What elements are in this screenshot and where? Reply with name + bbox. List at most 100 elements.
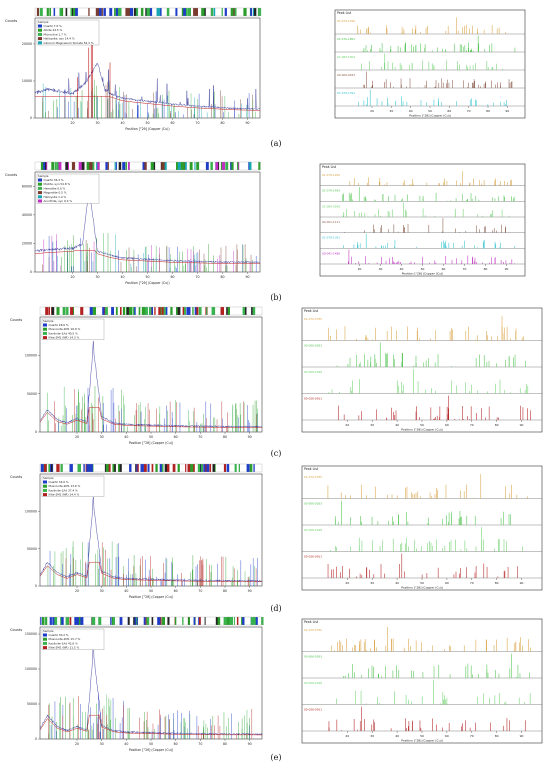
stripe-mark (98, 617, 102, 625)
legend-entry: Halloysite 1.4 % (44, 195, 67, 199)
main-chart: Counts 0 10000 20000 20 30 40 50 60 70 80 90 Positio… (5, 7, 262, 131)
background-fit (34, 250, 261, 264)
legend-entry: Quartz 7.0 % (44, 24, 63, 28)
stripe-mark (153, 162, 156, 170)
peak-x-tick-label: 80 (495, 423, 499, 427)
background-fit (39, 714, 263, 736)
stripe-mark (129, 464, 132, 472)
legend-box (41, 318, 105, 340)
stripe-mark (127, 617, 130, 625)
peak-x-tick-label: 40 (395, 581, 399, 585)
stripe-mark (167, 8, 169, 16)
stripe-mark (204, 617, 206, 625)
stripe-mark (194, 307, 197, 315)
stripe-mark (65, 162, 68, 170)
legend-title: Sample (43, 476, 54, 480)
stripe-mark (211, 8, 214, 16)
legend-swatch (38, 32, 42, 36)
stripe-mark (62, 307, 64, 315)
panel-2: Counts 0 20000 40000 60000 20 30 40 50 60 70 80 90 Po… (5, 161, 526, 302)
peak-list-title: Peak List (304, 309, 319, 313)
peak-row-code: 01-078-1391 (337, 91, 355, 95)
stripe-mark (140, 8, 144, 16)
main-chart: Counts 0 50000 100000 20 30 40 50 60 70 80 90 Positi… (10, 306, 263, 445)
stripe-mark (237, 162, 239, 170)
x-tick-label: 30 (95, 121, 99, 125)
stripe-mark (128, 307, 133, 315)
stripe-mark (249, 162, 252, 170)
stripe-mark (101, 8, 103, 16)
x-tick-label: 50 (149, 589, 153, 593)
main-chart: Counts 0 50000 100000 150000 20 30 40 50 60 70 80 90… (10, 616, 264, 752)
stripe-mark (182, 307, 184, 315)
stripe-mark (252, 617, 256, 625)
stripe-mark (225, 162, 229, 170)
peak-list-frame (334, 9, 526, 119)
stripe-mark (177, 307, 181, 315)
legend-title: Sample (43, 319, 54, 323)
stripe-mark (138, 307, 141, 315)
stripe-mark (77, 464, 81, 472)
stripe-mark (185, 162, 187, 170)
stripe-mark (112, 464, 116, 472)
stripe-mark (56, 464, 60, 472)
stripe-mark (92, 162, 95, 170)
stripe-mark (200, 307, 202, 315)
peak-x-axis-label: Position [°2θ] (Copper (Cu)) (401, 586, 443, 590)
peak-row-code: 00-006-0263 (304, 502, 322, 506)
stripe-mark (49, 8, 51, 16)
stripe-mark (40, 162, 44, 170)
x-tick-label: 20 (75, 589, 79, 593)
stripe-frame (39, 463, 263, 473)
stripe-mark (258, 162, 261, 170)
stripe-mark (163, 307, 166, 315)
stripe-mark (136, 464, 139, 472)
legend-box (36, 19, 100, 46)
stripe-mark (115, 307, 118, 315)
peak-x-tick-label: 40 (400, 267, 404, 271)
stripe-mark (134, 617, 137, 625)
legend-swatch (38, 24, 42, 28)
legend-box (41, 628, 105, 650)
stripe-mark (226, 617, 229, 625)
stripe-mark (70, 307, 74, 315)
stripe-mark (58, 162, 62, 170)
peak-x-tick-label: 20 (345, 734, 349, 738)
peak-x-axis-label: Position [°2θ] (Copper (Cu)) (409, 114, 451, 118)
stripe-mark (60, 617, 62, 625)
stripe-mark (133, 8, 136, 16)
peak-x-tick-label: 60 (445, 581, 449, 585)
stripe-mark (119, 617, 123, 625)
x-tick-label: 80 (220, 275, 224, 279)
peak-x-tick-label: 30 (370, 734, 374, 738)
x-tick-label: 80 (223, 435, 227, 439)
diffraction-pattern (34, 62, 260, 111)
y-tick-label: 50000 (27, 392, 37, 396)
stripe-mark (198, 307, 201, 315)
peak-row-code: 00-026-0911 (304, 397, 322, 401)
x-tick-label: 70 (198, 435, 202, 439)
x-tick-label: 40 (124, 435, 128, 439)
stripe-mark (206, 464, 210, 472)
x-tick-label: 80 (223, 742, 227, 746)
stripe-mark (242, 307, 245, 315)
y-tick-label: 20000 (22, 242, 32, 246)
stripe-mark (46, 8, 49, 16)
legend-entry: Illite-2M1 (NR) 11.5 % (49, 646, 80, 650)
legend-entry: Quartz 30.2 % (49, 633, 69, 637)
stripe-mark (150, 162, 154, 170)
stripe-mark (192, 307, 194, 315)
peak-list-title: Peak List (322, 165, 337, 169)
peak-x-tick-label: 70 (470, 423, 474, 427)
legend-entry: Kaolinite-1Ad 37.4 % (49, 488, 79, 492)
stripe-mark (166, 464, 170, 472)
y-tick-label: 100000 (25, 667, 37, 671)
stripe-mark (233, 8, 235, 16)
stripe-mark (167, 617, 170, 625)
legend-swatch (38, 191, 42, 195)
stripe-mark (201, 464, 203, 472)
stripe-mark (65, 8, 68, 16)
stripe-mark (188, 617, 190, 625)
